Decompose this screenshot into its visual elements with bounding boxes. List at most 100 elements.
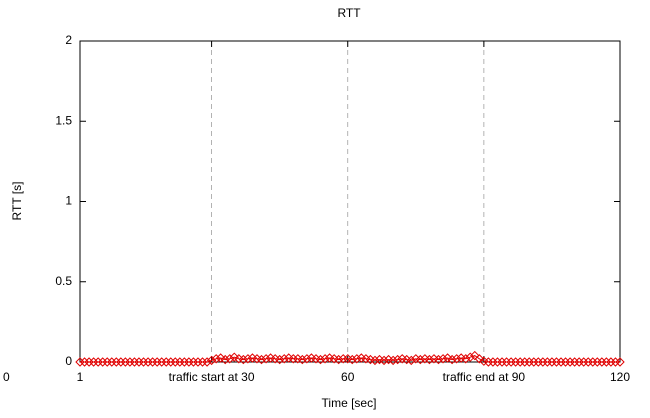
data-point	[129, 357, 140, 367]
data-point	[75, 357, 85, 367]
data-point	[184, 357, 194, 367]
x-tick-label: traffic start at 30	[169, 370, 255, 384]
data-point	[193, 357, 203, 367]
x-tick-label: traffic end at 90	[443, 370, 526, 384]
data-point	[315, 354, 326, 365]
data-point	[424, 354, 435, 365]
data-point	[220, 354, 230, 365]
data-point	[125, 357, 135, 367]
data-point	[134, 357, 144, 367]
data-point	[606, 357, 616, 367]
data-point	[147, 357, 158, 367]
data-point	[506, 357, 516, 367]
data-point	[79, 357, 90, 367]
data-point	[202, 357, 212, 367]
data-point	[597, 357, 607, 367]
data-point	[538, 357, 548, 367]
x-axis-label: Time [sec]	[322, 396, 377, 410]
data-point	[438, 354, 448, 364]
data-point	[524, 357, 534, 367]
data-point	[215, 353, 226, 363]
data-point	[97, 357, 108, 367]
data-point	[152, 357, 162, 367]
data-point	[406, 355, 416, 366]
y-tick-label: 1	[65, 194, 72, 208]
data-point	[243, 354, 253, 364]
plot-border	[79, 40, 621, 363]
data-point	[542, 357, 553, 367]
data-point	[288, 354, 298, 364]
data-point	[601, 357, 612, 367]
y-axis-label: RTT [s]	[10, 182, 24, 221]
data-point	[88, 357, 99, 367]
data-point	[161, 357, 171, 367]
data-point	[470, 350, 480, 361]
data-point	[352, 354, 362, 364]
data-point	[211, 354, 221, 364]
data-point	[102, 357, 112, 367]
data-point	[320, 354, 330, 364]
data-point	[415, 354, 426, 365]
y-tick-label: 0	[65, 354, 72, 368]
data-point	[588, 357, 598, 367]
data-point	[116, 357, 126, 367]
data-point	[333, 354, 344, 365]
data-point	[188, 357, 199, 367]
data-point	[451, 354, 462, 364]
data-point	[565, 357, 575, 367]
data-point	[592, 357, 603, 367]
x-tick-label: 120	[610, 370, 630, 384]
data-point	[515, 357, 525, 367]
data-point	[229, 352, 239, 362]
data-point	[347, 354, 357, 365]
data-point	[225, 354, 235, 364]
data-point	[569, 357, 580, 367]
x-tick-label: 1	[77, 370, 84, 384]
data-point	[370, 355, 380, 366]
data-point	[501, 357, 512, 367]
data-point	[143, 357, 153, 367]
data-point	[197, 357, 208, 367]
data-point	[388, 355, 398, 366]
data-point	[156, 357, 167, 367]
y-tick-label: 1.5	[55, 113, 72, 127]
data-point	[302, 354, 312, 364]
data-point	[392, 354, 403, 365]
annotation: 0	[3, 370, 10, 384]
data-point	[93, 357, 103, 367]
data-point	[138, 357, 149, 367]
data-point	[615, 357, 625, 367]
y-tick-label: 0.5	[55, 274, 72, 288]
data-point	[583, 357, 593, 367]
y-tick-label: 2	[65, 33, 72, 47]
data-point	[556, 357, 566, 367]
data-point	[170, 357, 181, 367]
data-point	[574, 357, 584, 367]
data-point	[547, 357, 557, 367]
data-point	[84, 357, 94, 367]
data-point	[120, 357, 131, 367]
data-point	[279, 354, 289, 364]
data-point	[533, 357, 544, 367]
data-point	[166, 357, 176, 367]
data-point	[274, 354, 285, 365]
data-point	[488, 357, 498, 367]
data-point	[610, 357, 621, 367]
data-point	[261, 354, 271, 364]
data-point	[519, 357, 530, 367]
data-point	[433, 354, 444, 365]
data-point	[510, 357, 521, 367]
data-point	[578, 357, 589, 367]
data-point	[175, 357, 185, 367]
data-point	[492, 357, 503, 367]
data-point	[238, 354, 249, 365]
chart-title: RTT	[337, 6, 361, 20]
data-point	[483, 357, 494, 367]
data-point	[551, 357, 562, 367]
data-point	[465, 352, 475, 362]
data-point	[179, 357, 190, 367]
data-point	[474, 354, 485, 364]
data-point	[560, 357, 571, 367]
